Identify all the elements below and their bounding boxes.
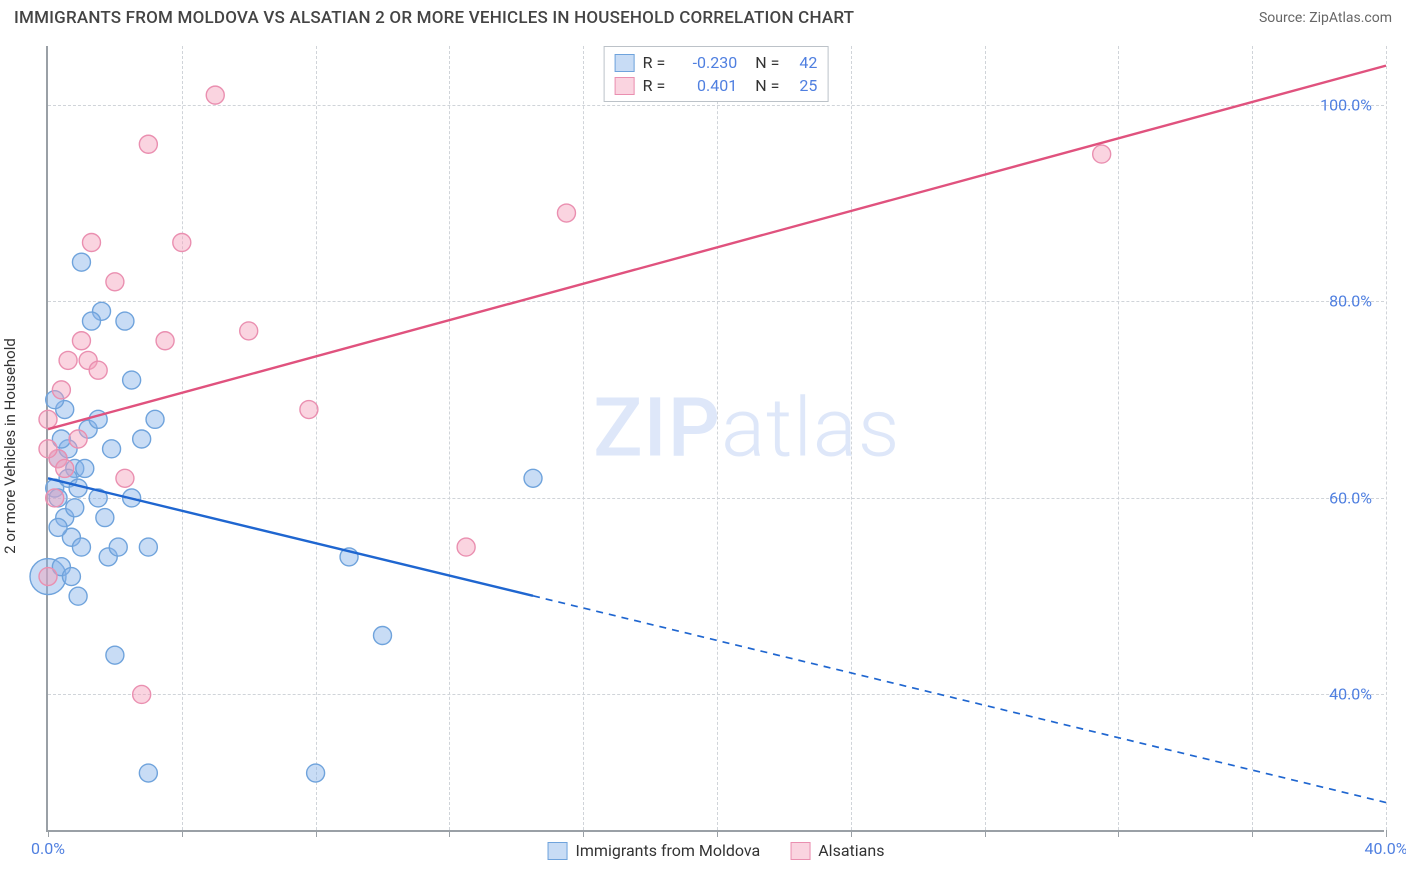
scatter-point [96,509,114,527]
scatter-point [89,361,107,379]
scatter-point [39,410,57,428]
scatter-point [173,234,191,252]
scatter-point [82,234,100,252]
scatter-point [123,371,141,389]
scatter-point [69,587,87,605]
scatter-point [69,430,87,448]
scatter-point [106,646,124,664]
scatter-point [139,135,157,153]
regression-line-extrapolated [533,596,1386,803]
scatter-point [82,312,100,330]
legend-swatch-moldova [548,842,568,860]
legend-stats: R = -0.230 N = 42 R = 0.401 N = 25 [604,46,829,102]
x-tick-mark [1386,830,1387,837]
x-tick-label: 0.0% [31,839,65,858]
scatter-point [156,332,174,350]
scatter-point [62,568,80,586]
scatter-point [307,764,325,782]
scatter-point [72,538,90,556]
x-tick-mark [182,830,183,837]
scatter-point [109,538,127,556]
scatter-point [52,381,70,399]
scatter-point [72,253,90,271]
scatter-point [133,430,151,448]
scatter-point [524,469,542,487]
regression-line [48,66,1386,430]
scatter-point [300,401,318,419]
chart-title: IMMIGRANTS FROM MOLDOVA VS ALSATIAN 2 OR… [14,8,854,28]
legend-swatch-moldova [615,54,635,72]
scatter-point [76,459,94,477]
scatter-point [133,685,151,703]
scatter-point [56,459,74,477]
scatter-point [116,312,134,330]
x-tick-mark [316,830,317,837]
y-axis-label: 2 or more Vehicles in Household [1,338,19,554]
scatter-point [557,204,575,222]
legend-swatch-alsatians [790,842,810,860]
grid-line-v [1386,46,1387,830]
x-tick-mark [851,830,852,837]
scatter-point [103,440,121,458]
regression-line [48,478,533,596]
scatter-point [146,410,164,428]
scatter-point [59,351,77,369]
scatter-point [139,538,157,556]
scatter-point [374,627,392,645]
scatter-point [106,273,124,291]
scatter-point [39,440,57,458]
scatter-point [139,764,157,782]
scatter-point [206,86,224,104]
x-tick-mark [985,830,986,837]
x-tick-label: 40.0% [1365,839,1406,858]
scatter-point [240,322,258,340]
x-tick-mark [48,830,49,837]
x-tick-mark [717,830,718,837]
legend-item-moldova: Immigrants from Moldova [548,841,761,860]
legend-item-alsatians: Alsatians [790,841,884,860]
x-tick-mark [1118,830,1119,837]
scatter-point [457,538,475,556]
scatter-point [49,518,67,536]
scatter-point [72,332,90,350]
scatter-point [1093,145,1111,163]
legend-stats-row: R = 0.401 N = 25 [615,74,818,97]
legend-swatch-alsatians [615,77,635,95]
scatter-point [39,568,57,586]
x-tick-mark [1252,830,1253,837]
scatter-plot [48,46,1384,830]
scatter-point [46,489,64,507]
source-attribution: Source: ZipAtlas.com [1259,10,1392,26]
x-tick-mark [583,830,584,837]
legend-stats-row: R = -0.230 N = 42 [615,51,818,74]
x-tick-mark [449,830,450,837]
title-bar: IMMIGRANTS FROM MOLDOVA VS ALSATIAN 2 OR… [14,8,1392,28]
plot-area: ZIPatlas 40.0%60.0%80.0%100.0%0.0%40.0% … [46,46,1384,832]
legend-series: Immigrants from Moldova Alsatians [548,841,885,860]
scatter-point [66,499,84,517]
scatter-point [116,469,134,487]
